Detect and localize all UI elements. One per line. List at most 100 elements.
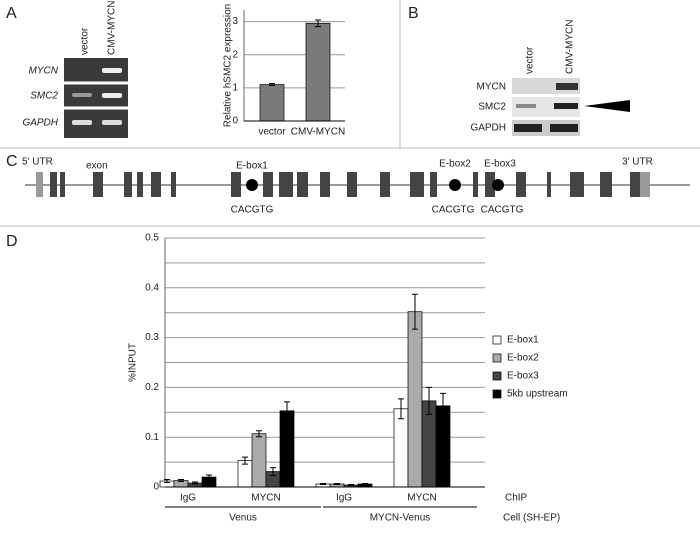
exon — [600, 172, 612, 197]
exon — [320, 172, 330, 197]
y-tick-label: 1 — [232, 83, 238, 94]
gel-band — [102, 120, 122, 125]
exon — [640, 172, 650, 197]
exon — [137, 172, 143, 197]
bar — [393, 408, 409, 488]
bar — [305, 22, 331, 122]
blot-band — [554, 103, 578, 109]
gel-band — [102, 93, 122, 98]
error-bar — [320, 483, 326, 486]
exon — [50, 172, 57, 197]
legend-swatch — [492, 335, 502, 345]
group-label: MYCN-Venus — [370, 513, 431, 524]
exon — [347, 172, 357, 197]
panel-letter: D — [6, 233, 18, 250]
row-label: MYCN — [29, 66, 59, 77]
lane-label: vector — [80, 27, 91, 55]
row-label: GAPDH — [470, 123, 506, 134]
error-bar — [284, 401, 290, 421]
legend-label: 5kb upstream — [507, 389, 568, 400]
error-bar — [269, 83, 275, 87]
error-bar — [334, 483, 340, 486]
error-bar — [440, 392, 446, 419]
ebox-dot — [492, 179, 504, 191]
ebox-label: E-box3 — [484, 159, 516, 170]
exon — [171, 172, 176, 197]
bar — [407, 311, 423, 488]
axis-label: Cell (SH-EP) — [503, 513, 560, 524]
bar — [279, 410, 295, 488]
bar — [251, 433, 267, 488]
error-bar — [192, 481, 198, 485]
error-bar — [270, 467, 276, 477]
motif-label: CACGTG — [432, 205, 475, 216]
x-tick-label: vector — [258, 127, 286, 138]
row-label: GAPDH — [22, 118, 58, 129]
exon — [430, 172, 437, 197]
x-tick-label: IgG — [180, 493, 196, 504]
lane-label: CMV-MYCN — [107, 1, 118, 55]
exon — [36, 172, 43, 197]
row-label: MYCN — [477, 82, 506, 93]
exon — [473, 172, 478, 197]
exon-label: exon — [86, 161, 108, 172]
legend-label: E-box2 — [507, 353, 539, 364]
group-label: Venus — [229, 513, 257, 524]
bar — [259, 84, 285, 122]
legend-label: E-box1 — [507, 335, 539, 346]
y-tick-label: 0.4 — [145, 282, 159, 293]
blot-band — [550, 124, 578, 132]
x-tick-label: MYCN — [407, 493, 436, 504]
lane-label: vector — [525, 46, 536, 74]
panel-letter: B — [408, 5, 419, 22]
x-tick-label: CMV-MYCN — [291, 127, 345, 138]
exon — [263, 172, 273, 197]
motif-label: CACGTG — [231, 205, 274, 216]
exon — [570, 172, 584, 197]
error-bar — [178, 479, 184, 483]
error-bar — [164, 479, 170, 484]
error-bar — [412, 293, 418, 330]
legend-swatch — [492, 389, 502, 399]
motif-label: CACGTG — [481, 205, 524, 216]
blot-band — [516, 104, 536, 108]
exon — [410, 172, 424, 197]
ebox-label: E-box2 — [439, 159, 471, 170]
exon — [630, 172, 640, 197]
y-tick-label: 0 — [153, 482, 159, 493]
legend-swatch — [492, 353, 502, 363]
exon — [547, 172, 551, 197]
y-tick-label: 0 — [232, 116, 238, 127]
ebox-dot — [449, 179, 461, 191]
axis-label: ChIP — [505, 493, 528, 504]
legend-swatch — [492, 371, 502, 381]
exon — [380, 172, 390, 197]
exon — [93, 172, 103, 197]
x-tick-label: MYCN — [251, 493, 280, 504]
exon — [60, 172, 65, 197]
exon — [297, 172, 308, 197]
exon — [124, 172, 132, 197]
error-bar — [348, 484, 354, 487]
exon — [279, 172, 293, 197]
y-axis-label: Relative hSMC2 expression — [223, 4, 234, 127]
y-tick-label: 0.2 — [145, 382, 159, 393]
blot-band — [514, 124, 542, 132]
error-bar — [206, 474, 212, 480]
gene-diagram — [25, 172, 690, 197]
error-bar — [242, 456, 248, 465]
error-bar — [362, 483, 368, 486]
y-axis-label: %INPUT — [128, 343, 139, 382]
blot — [512, 97, 580, 117]
row-label: SMC2 — [478, 102, 506, 113]
y-tick-label: 3 — [232, 16, 238, 27]
legend-label: E-box3 — [507, 371, 539, 382]
panel-letter: A — [6, 5, 17, 22]
ebox-dot — [246, 179, 258, 191]
error-bar — [398, 398, 404, 420]
arrowhead — [584, 100, 630, 112]
lane-label: CMV-MYCN — [565, 20, 576, 74]
ebox-label: E-box1 — [236, 161, 268, 172]
error-bar — [256, 430, 262, 438]
